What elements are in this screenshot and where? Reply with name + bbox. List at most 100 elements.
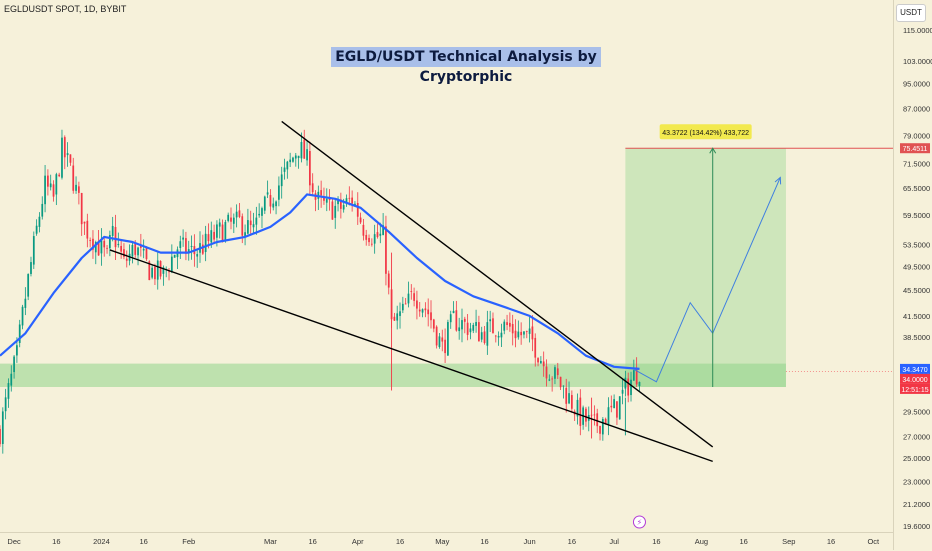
candle-body [632,370,635,381]
y-tick-label: 19.6000 [903,522,930,531]
event-marker-icon[interactable] [632,515,646,529]
candle-body [258,213,261,216]
zones-layer [0,147,893,388]
x-tick-label: 16 [568,537,576,546]
y-tick-label: 95.0000 [903,80,930,89]
candle-body [539,360,542,364]
candle-body [16,345,18,356]
candle-body [382,225,384,235]
price-label-box [900,383,930,394]
candle-body [379,233,382,236]
candle-body [585,408,587,422]
candle-body [542,361,545,367]
candle-body [387,273,390,288]
time-axis[interactable] [0,532,893,551]
candle-body [337,198,339,205]
candle-body [241,216,244,236]
candle-body [466,322,469,335]
candle-body [596,413,599,427]
candle-body [444,339,446,354]
candle-body [339,199,342,209]
candle-body [300,141,303,159]
candle-body [44,175,46,205]
y-tick-label: 45.5000 [903,286,930,295]
candle-body [190,245,193,247]
candle-body [354,203,356,206]
price-label-box [900,363,930,374]
candle-body [72,165,75,191]
candle-body [235,211,238,218]
moving-average-line [0,193,640,370]
currency-unit-badge[interactable]: USDT [896,4,926,22]
candle-body [537,358,539,363]
candle-body [297,155,300,159]
candle-body [123,249,125,257]
candle-body [368,237,370,243]
candle-body [528,328,531,334]
candle-body [351,197,354,204]
candle-body [452,310,455,314]
candle-body [399,311,401,316]
y-tick-label: 25.0000 [903,454,930,463]
candle-body [348,197,351,199]
candle-body [80,192,83,225]
measure-label: 43.3722 (134.42%) 433,722 [662,130,749,137]
candle-body [635,369,638,385]
y-tick-label: 38.5000 [903,333,930,342]
candle-body [27,274,30,297]
candle-body [232,217,235,224]
candle-body [145,246,148,260]
price-label: 34.3470 [902,367,927,374]
candle-body [570,395,573,409]
y-tick-label: 65.5000 [903,184,930,193]
y-tick-label: 41.5000 [903,312,930,321]
event-marker-symbol: ⚡ [637,518,643,527]
candle-body [627,378,630,396]
candle-body [1,411,4,444]
candle-body [66,153,69,156]
overlays-layer: 43.3722 (134.42%) 433,722 [0,120,782,463]
candle-body [430,312,432,321]
candle-body [480,332,483,340]
candle-body [261,208,263,216]
candle-body [216,224,218,238]
candle-body [303,139,306,159]
candle-body [106,247,108,249]
candle-body [565,387,568,404]
candle-body [275,201,277,207]
candle-body [613,399,615,409]
candle-body [159,260,162,277]
candle-body [376,232,379,238]
candle-body [108,235,111,249]
candle-body [506,322,508,325]
candle-body [523,331,525,335]
candle-body [83,221,86,224]
candle-body [63,137,66,158]
candle-body [359,217,362,223]
candle-body [134,243,137,255]
upper-wedge-trendline [281,120,714,448]
candle-body [621,389,624,394]
candle-body [334,205,337,218]
candle-body [599,425,601,434]
x-tick-label: Mar [264,537,277,546]
y-tick-label: 59.5000 [903,211,930,220]
candle-body [362,224,365,236]
candle-body [58,174,61,177]
candle-body [125,258,128,261]
candle-body [139,245,142,248]
x-tick-label: 2024 [93,537,110,546]
candle-body [196,254,199,257]
price-axis[interactable] [893,0,932,550]
candle-body [92,238,94,250]
candle-body [224,222,227,240]
candle-body [201,244,204,254]
candle-body [309,151,311,186]
candle-body [455,310,458,331]
lower-wedge-trendline [109,249,713,463]
candle-body [424,308,427,311]
price-label: 12:51:15 [901,387,928,394]
x-tick-label: May [435,537,449,546]
candle-body [173,254,176,258]
